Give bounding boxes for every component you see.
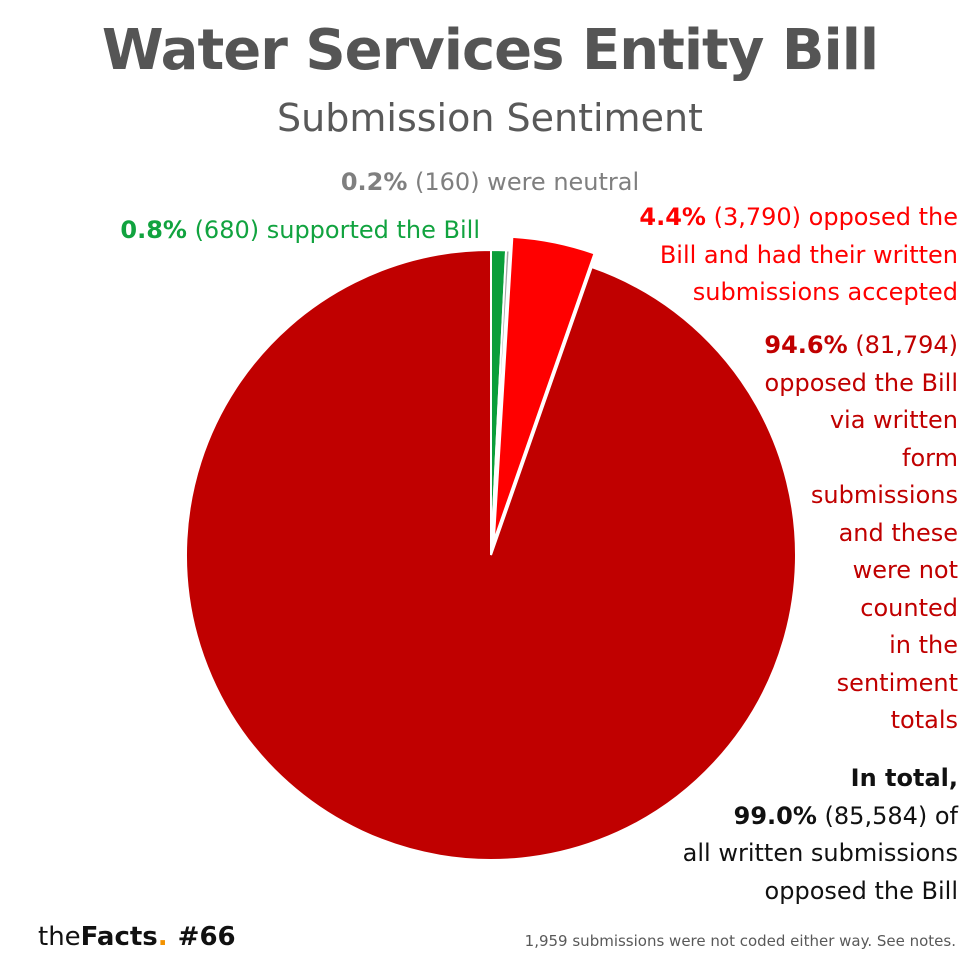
pie-slice-1	[490, 249, 511, 556]
label-opposed-form: 94.6% (81,794) opposed the Bill via writ…	[764, 331, 958, 734]
chart-title: Water Services Entity Bill	[101, 18, 879, 83]
label-total: In total, 99.0% (85,584) of all written …	[682, 764, 958, 905]
footer-note: 1,959 submissions were not coded either …	[524, 932, 956, 950]
label-supported: 0.8% (680) supported the Bill	[120, 216, 480, 244]
pie-slice-3	[184, 248, 797, 861]
label-neutral: 0.2% (160) were neutral	[340, 168, 640, 196]
issue-number: #66	[177, 922, 236, 952]
chart-subtitle: Submission Sentiment	[277, 96, 703, 140]
pie-slice-2	[492, 235, 596, 542]
label-opposed-accepted: 4.4% (3,790) opposed the Bill and had th…	[639, 203, 958, 306]
brand-logo: theFacts. #66	[38, 922, 236, 952]
